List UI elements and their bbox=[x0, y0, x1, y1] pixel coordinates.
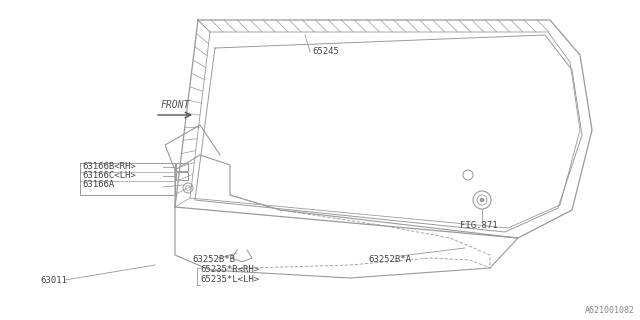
Text: 63166A: 63166A bbox=[82, 180, 115, 189]
Text: 63166C<LH>: 63166C<LH> bbox=[82, 171, 136, 180]
Bar bbox=[176, 172, 188, 180]
Text: 63252B*A: 63252B*A bbox=[368, 255, 411, 264]
Bar bbox=[176, 163, 188, 171]
Text: FIG.871: FIG.871 bbox=[460, 221, 498, 230]
Text: A621001082: A621001082 bbox=[585, 306, 635, 315]
Text: 65245: 65245 bbox=[312, 47, 339, 56]
Text: 65235*L<LH>: 65235*L<LH> bbox=[200, 275, 259, 284]
Circle shape bbox=[480, 198, 484, 202]
Text: 63011: 63011 bbox=[40, 276, 67, 285]
Text: FRONT: FRONT bbox=[160, 100, 189, 110]
Text: 63252B*B: 63252B*B bbox=[192, 255, 235, 264]
Text: 63166B<RH>: 63166B<RH> bbox=[82, 162, 136, 171]
Text: 65235*R<RH>: 65235*R<RH> bbox=[200, 265, 259, 274]
